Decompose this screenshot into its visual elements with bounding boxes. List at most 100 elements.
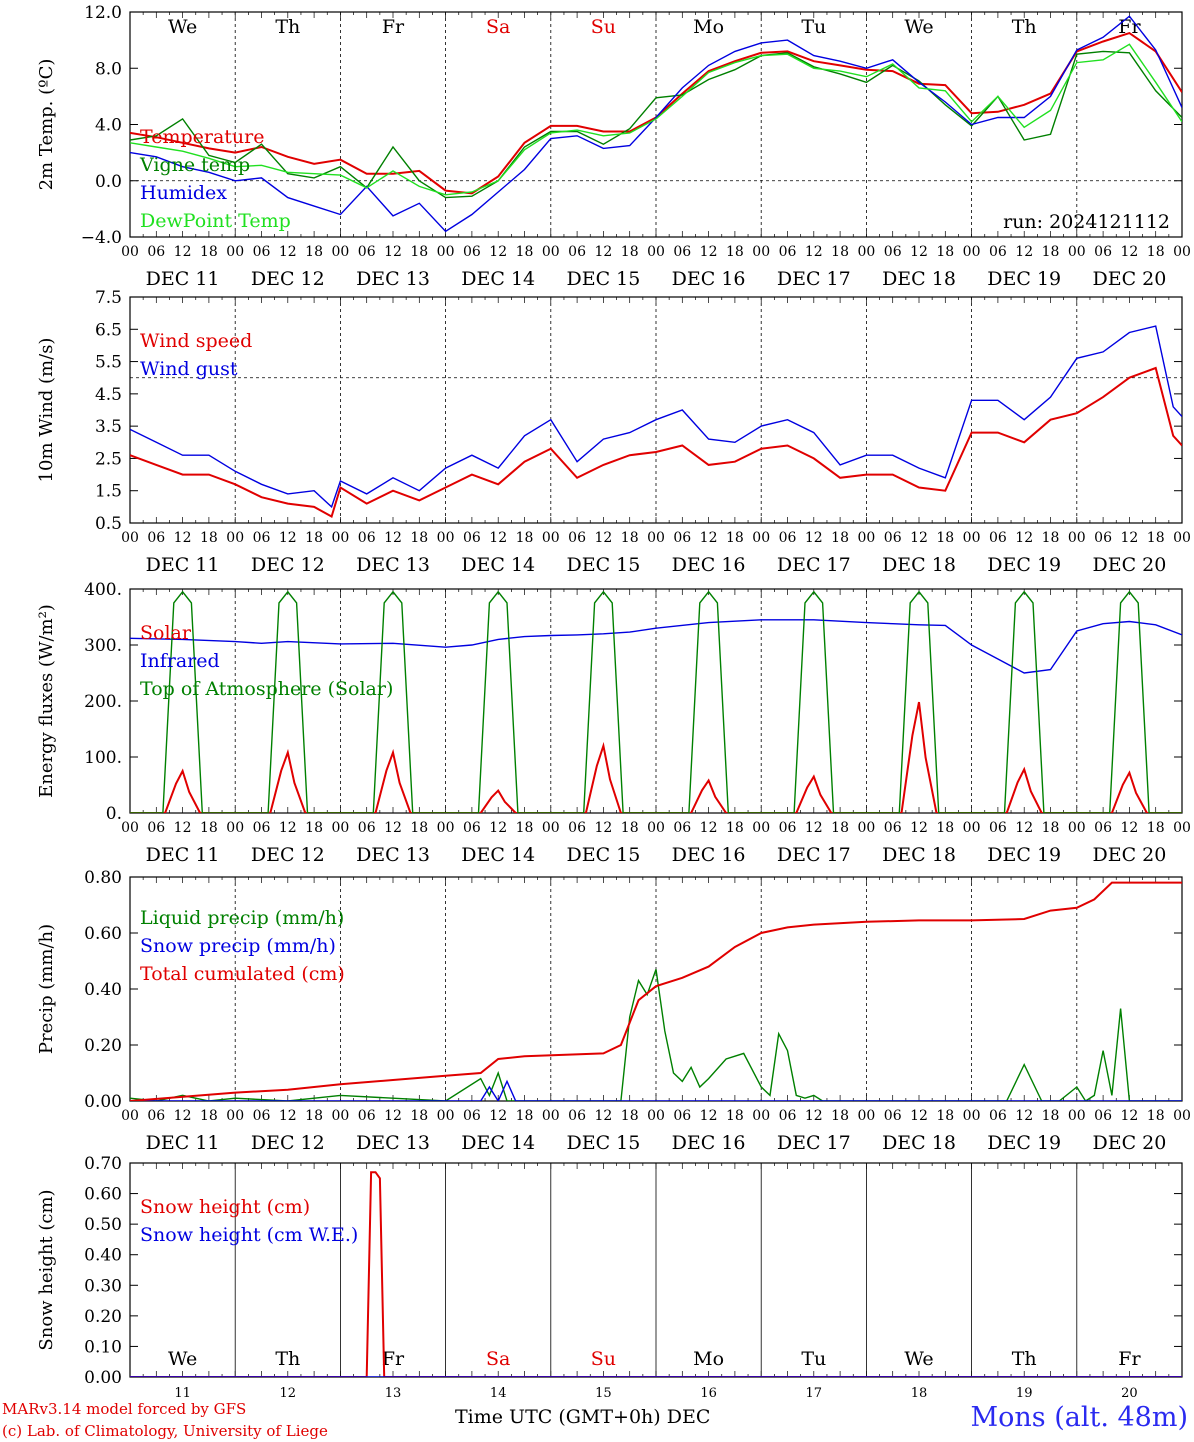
hour-tick-label: 18: [936, 1108, 954, 1124]
date-label: DEC 17: [777, 268, 851, 290]
date-label: DEC 17: [777, 1132, 851, 1154]
hour-tick-label: 06: [989, 820, 1007, 836]
weekday-label: Sa: [486, 16, 510, 38]
series-line-infrared: [130, 619, 1182, 674]
hour-tick-label: 18: [621, 244, 639, 260]
date-label: DEC 11: [146, 268, 220, 290]
hour-tick-label: 00: [963, 820, 981, 836]
hour-tick-label: 06: [779, 530, 797, 546]
date-label: DEC 20: [1092, 554, 1166, 576]
hour-tick-label: 12: [910, 530, 928, 546]
y-tick-label: 200.: [84, 692, 122, 712]
hour-tick-label: 00: [857, 530, 875, 546]
hour-tick-label: 12: [174, 530, 192, 546]
hour-tick-label: 18: [305, 1108, 323, 1124]
hour-tick-label: 00: [121, 1108, 139, 1124]
weekday-label: Su: [591, 1348, 616, 1370]
date-label: DEC 19: [987, 1132, 1061, 1154]
series-line-dewpoint-temp: [130, 43, 1182, 196]
date-label: DEC 16: [672, 844, 746, 866]
hour-tick-label: 06: [568, 820, 586, 836]
date-label: DEC 20: [1092, 268, 1166, 290]
weekday-label: Sa: [486, 1348, 510, 1370]
y-tick-label: 6.5: [95, 320, 122, 340]
y-tick-label: 300.: [84, 636, 122, 656]
y-axis-label: 2m Temp. (ºC): [36, 59, 57, 191]
hour-tick-label: 06: [673, 1108, 691, 1124]
hour-tick-label: 06: [989, 244, 1007, 260]
hour-tick-label: 00: [752, 530, 770, 546]
hour-tick-label: 06: [147, 820, 165, 836]
hour-tick-label: 18: [621, 530, 639, 546]
y-tick-label: 0.0: [95, 172, 122, 192]
hour-tick-label: 12: [910, 1108, 928, 1124]
hour-tick-label: 00: [647, 244, 665, 260]
hour-tick-label: 18: [726, 820, 744, 836]
hour-tick-label: 00: [542, 530, 560, 546]
hour-tick-label: 18: [200, 820, 218, 836]
hour-tick-label: 00: [963, 530, 981, 546]
y-tick-label: 100.: [84, 748, 122, 768]
hour-tick-label: 18: [726, 530, 744, 546]
weekday-label: Fr: [1118, 16, 1141, 38]
weekday-label: Mo: [693, 16, 724, 38]
hour-tick-label: 00: [752, 1108, 770, 1124]
hour-tick-label: 12: [700, 530, 718, 546]
day-number-label: 12: [280, 1386, 297, 1401]
weekday-label: Th: [275, 1348, 300, 1370]
hour-tick-label: 06: [463, 244, 481, 260]
weekday-label: Fr: [382, 16, 405, 38]
hour-tick-label: 06: [884, 244, 902, 260]
date-label: DEC 17: [777, 844, 851, 866]
y-tick-label: 4.5: [95, 385, 122, 405]
hour-tick-label: 00: [1068, 244, 1086, 260]
series-line-total-cumulated-cm-: [130, 881, 1182, 1101]
legend-entry: Snow height (cm): [140, 1196, 310, 1218]
hour-tick-label: 18: [305, 820, 323, 836]
legend-entry: Snow height (cm W.E.): [140, 1224, 358, 1246]
hour-tick-label: 00: [752, 244, 770, 260]
legend-entry: DewPoint Temp: [140, 210, 291, 232]
series-group: [130, 15, 1182, 233]
series-line-wind-gust: [130, 325, 1182, 509]
series-line-snow-height-cm-: [130, 1171, 1182, 1377]
hour-tick-label: 18: [621, 820, 639, 836]
hour-tick-label: 18: [621, 1108, 639, 1124]
hour-tick-label: 18: [200, 530, 218, 546]
location-label: Mons (alt. 48m): [970, 1402, 1188, 1433]
hour-tick-label: 00: [121, 244, 139, 260]
y-tick-label: 0.60: [84, 924, 122, 944]
hour-tick-label: 00: [647, 820, 665, 836]
hour-tick-label: 12: [1015, 820, 1033, 836]
hour-tick-label: 12: [174, 820, 192, 836]
date-label: DEC 11: [146, 1132, 220, 1154]
y-tick-label: 4.0: [95, 116, 122, 136]
hour-tick-label: 00: [121, 530, 139, 546]
hour-tick-label: 12: [174, 1108, 192, 1124]
hour-tick-label: 18: [1147, 530, 1165, 546]
date-label: DEC 12: [251, 554, 325, 576]
hour-tick-label: 18: [726, 1108, 744, 1124]
hour-tick-label: 00: [1173, 244, 1191, 260]
hour-tick-label: 06: [358, 244, 376, 260]
hour-tick-label: 18: [1042, 820, 1060, 836]
y-axis-label: Precip (mm/h): [36, 924, 57, 1054]
y-tick-label: 0.70: [84, 1154, 122, 1174]
hour-tick-label: 00: [437, 244, 455, 260]
date-label: DEC 18: [882, 844, 956, 866]
hour-tick-label: 18: [1042, 244, 1060, 260]
hour-tick-label: 00: [857, 820, 875, 836]
run-label: run: 2024121112: [1003, 211, 1170, 233]
hour-tick-label: 06: [253, 820, 271, 836]
date-label: DEC 18: [882, 1132, 956, 1154]
series-line-liquid-precip-mm-h-: [130, 969, 1182, 1101]
hour-tick-label: 12: [1120, 530, 1138, 546]
hour-tick-label: 00: [437, 530, 455, 546]
hour-tick-label: 12: [279, 1108, 297, 1124]
y-tick-label: 0.60: [84, 1185, 122, 1205]
weekday-label: We: [168, 1348, 197, 1370]
hour-tick-label: 06: [673, 244, 691, 260]
hour-tick-label: 12: [910, 244, 928, 260]
series-group: [130, 325, 1182, 518]
hour-tick-label: 00: [437, 820, 455, 836]
